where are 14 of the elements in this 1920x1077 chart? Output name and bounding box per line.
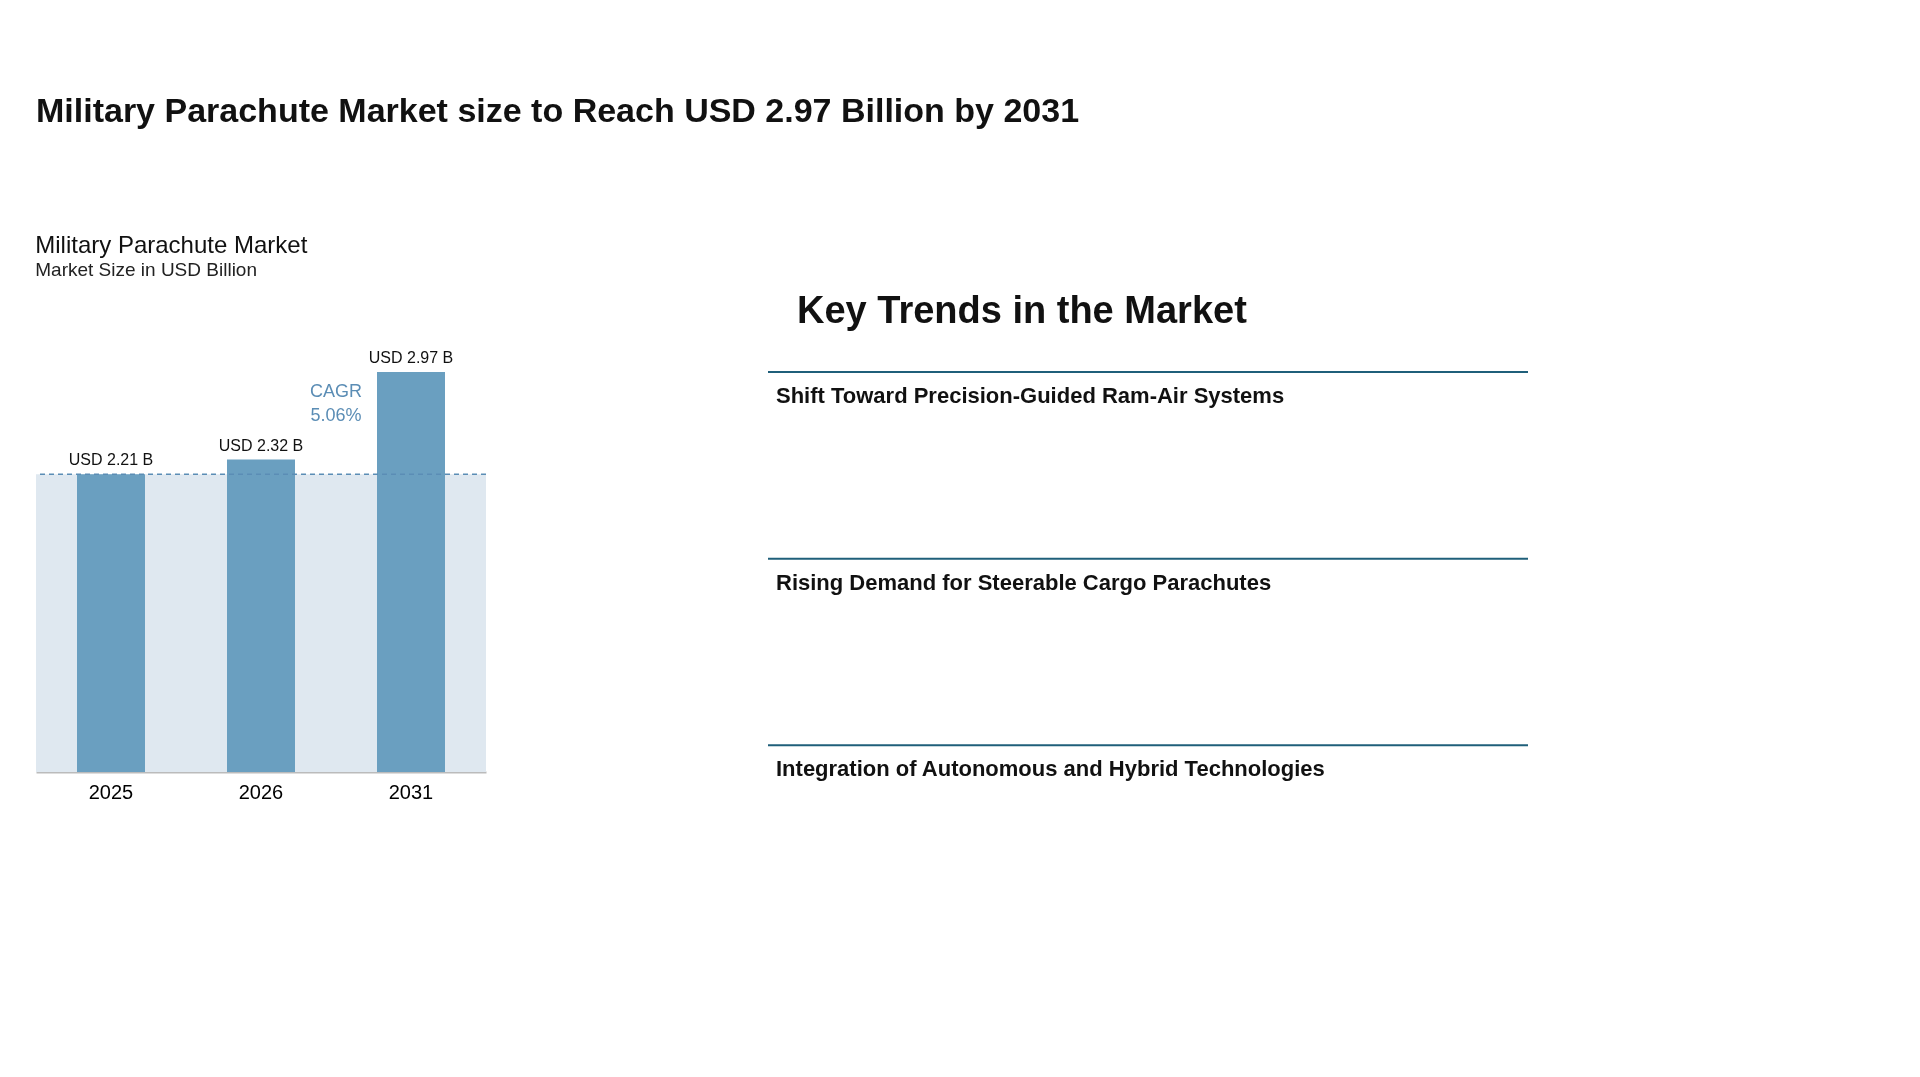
text: Shift Toward Precision-Guided Ram-Air Systems: [776, 383, 1285, 408]
text: Integration of Autonomous and Hybrid Technologies: [776, 756, 1325, 782]
x-tick-label: 2025: [88, 780, 134, 803]
x-tick-label: 2031: [388, 780, 434, 803]
data-label: USD 2.32 B: [218, 436, 304, 454]
text: Key Trends in the Market: [797, 289, 1248, 331]
data-label: USD 2.97 B: [368, 349, 454, 366]
text: Military Parachute Market size to Reach USD 2.97 Billion by 2031: [36, 91, 1080, 129]
chart-subtitle: Market Size in USD Billion: [35, 259, 257, 280]
text: Rising Demand for Steerable Cargo Parachutes: [776, 569, 1272, 595]
x-tick-label: 2026: [238, 780, 284, 803]
data-label: USD 2.21 B: [68, 451, 154, 469]
chart-title: Military Parachute Market: [35, 231, 308, 258]
annotation: CAGR 5.06%: [309, 381, 363, 425]
